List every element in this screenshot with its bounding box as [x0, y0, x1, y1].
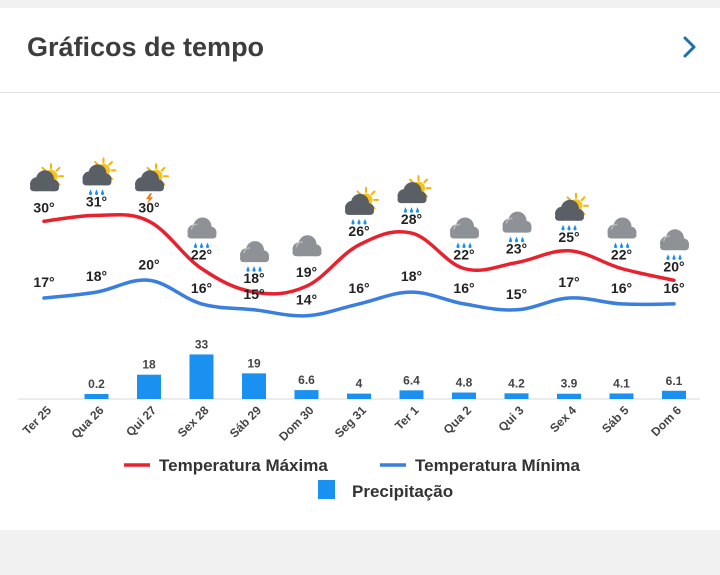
precip-bar: [137, 374, 161, 399]
min-temp-label: 18°: [86, 268, 107, 284]
x-tick-label: Sáb 5: [599, 403, 632, 436]
min-temp-label: 15°: [243, 286, 264, 302]
precip-value-label: 33: [195, 337, 209, 351]
precip-bar: [609, 393, 634, 399]
max-temp-label: 25°: [558, 229, 579, 245]
max-temp-label: 31°: [86, 193, 107, 209]
cloud-sun-storm-icon: [135, 163, 169, 205]
precip-value-label: 6.1: [666, 374, 683, 388]
max-temp-label: 22°: [611, 247, 632, 263]
precip-bar: [294, 390, 319, 399]
precip-value-label: 4: [356, 377, 363, 391]
max-temp-label: 22°: [453, 247, 474, 263]
legend-max-label[interactable]: Temperatura Máxima: [159, 456, 328, 475]
min-temp-label: 20°: [138, 256, 159, 272]
cloud-rain-icon: [187, 217, 217, 249]
max-temp-label: 19°: [296, 264, 317, 280]
precip-value-label: 4.2: [508, 376, 525, 390]
page-title: Gráficos de tempo: [27, 32, 265, 62]
min-temp-label: 16°: [191, 280, 212, 296]
cloud-rain-icon: [660, 229, 689, 260]
max-temp-line: [42, 212, 676, 296]
x-tick-label: Qua 26: [68, 403, 106, 441]
max-temp-label: 26°: [348, 223, 369, 239]
precip-value-label: 3.9: [561, 377, 578, 391]
precip-value-label: 6.4: [403, 373, 420, 387]
precip-value-label: 6.6: [298, 373, 315, 387]
x-tick-label: Dom 30: [276, 403, 317, 444]
x-tick-label: Sex 4: [547, 403, 579, 435]
chevron-right-icon[interactable]: [676, 34, 702, 60]
legend-min-label[interactable]: Temperatura Mínima: [415, 456, 581, 475]
precip-value-label: 0.2: [88, 377, 105, 391]
x-tick-label: Seg 31: [332, 403, 369, 440]
max-temp-label: 18°: [243, 270, 264, 286]
x-tick-label: Ter 1: [392, 403, 422, 433]
min-temp-label: 17°: [558, 274, 579, 290]
legend-precip-swatch[interactable]: [318, 480, 335, 499]
x-tick-label: Sex 28: [175, 403, 212, 440]
cloud-rain-icon: [607, 217, 637, 249]
x-tick-label: Sáb 29: [227, 403, 264, 440]
legend-precip-label[interactable]: Precipitação: [352, 482, 453, 501]
precip-value-label: 4.8: [456, 376, 473, 390]
precip-bar: [189, 354, 214, 399]
cloud-rain-icon: [502, 211, 532, 243]
cloud-sun-rain-icon: [397, 175, 432, 213]
min-temp-label: 15°: [506, 286, 527, 302]
precip-bar: [557, 393, 581, 399]
cloud-sun-icon: [30, 163, 64, 192]
cloud-icon: [292, 235, 322, 257]
weather-chart-card: Gráficos de tempo: [0, 8, 720, 530]
precip-value-label: 18: [142, 358, 156, 372]
max-temp-label: 20°: [663, 258, 684, 274]
min-temp-label: 16°: [348, 280, 369, 296]
max-temp-label: 22°: [191, 247, 212, 263]
cloud-rain-icon: [240, 241, 269, 272]
x-tick-label: Dom 6: [648, 403, 684, 439]
precip-value-label: 19: [247, 356, 261, 370]
precip-bar: [662, 390, 686, 399]
precip-bar: [399, 390, 424, 399]
min-temp-line: [42, 278, 676, 318]
top-strip: [0, 0, 720, 8]
max-temp-label: 23°: [506, 241, 527, 257]
cloud-sun-rain-icon: [555, 192, 589, 231]
precip-bar: [84, 394, 109, 399]
max-temp-label: 30°: [138, 199, 159, 215]
max-temp-label: 30°: [33, 199, 54, 215]
x-tick-label: Qua 2: [441, 403, 475, 437]
precip-bar: [347, 393, 371, 399]
min-temp-label: 16°: [663, 280, 684, 296]
min-temp-label: 14°: [296, 292, 317, 308]
cloud-rain-icon: [450, 217, 479, 249]
card-header[interactable]: Gráficos de tempo: [0, 8, 720, 93]
precip-bar: [452, 392, 476, 399]
precip-value-label: 4.1: [613, 376, 630, 390]
min-temp-label: 16°: [453, 280, 474, 296]
cloud-sun-rain-icon: [82, 157, 117, 196]
min-temp-label: 16°: [611, 280, 632, 296]
precip-bar: [504, 393, 529, 399]
max-temp-label: 28°: [401, 211, 422, 227]
min-temp-label: 18°: [401, 268, 422, 284]
x-tick-label: Ter 25: [20, 403, 55, 438]
x-tick-label: Qui 3: [495, 403, 526, 434]
x-tick-label: Qui 27: [123, 403, 159, 439]
cloud-sun-rain-icon: [345, 186, 379, 225]
precip-bar: [242, 373, 266, 399]
min-temp-label: 17°: [33, 274, 54, 290]
